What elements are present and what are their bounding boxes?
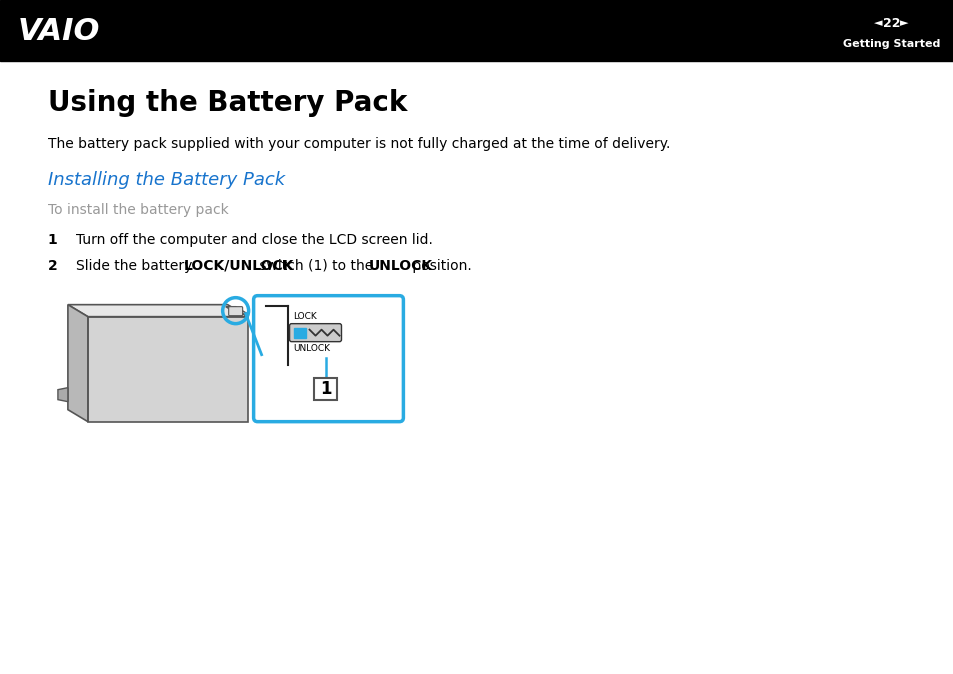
Text: VAIO: VAIO	[18, 17, 100, 46]
FancyBboxPatch shape	[290, 324, 341, 342]
Text: ►: ►	[900, 18, 908, 28]
Text: LOCK: LOCK	[294, 311, 317, 321]
Polygon shape	[58, 388, 68, 402]
Bar	[0, 0, 952, 61]
Text: 1: 1	[48, 233, 57, 247]
Text: position.: position.	[408, 259, 471, 273]
Text: Installing the Battery Pack: Installing the Battery Pack	[48, 171, 285, 189]
Bar	[314, 377, 337, 400]
Text: LOCK/UNLOCK: LOCK/UNLOCK	[184, 259, 294, 273]
Polygon shape	[68, 305, 88, 422]
Polygon shape	[294, 328, 305, 338]
Text: The battery pack supplied with your computer is not fully charged at the time of: The battery pack supplied with your comp…	[48, 137, 670, 151]
Polygon shape	[88, 317, 248, 422]
Text: switch (1) to the: switch (1) to the	[254, 259, 377, 273]
Text: 22: 22	[882, 17, 900, 30]
Text: ◄: ◄	[874, 18, 882, 28]
Text: Getting Started: Getting Started	[842, 38, 940, 49]
Text: To install the battery pack: To install the battery pack	[48, 203, 229, 216]
Text: Slide the battery: Slide the battery	[76, 259, 196, 273]
Text: 2: 2	[48, 259, 57, 273]
Polygon shape	[226, 307, 248, 314]
FancyBboxPatch shape	[229, 307, 242, 315]
Text: Using the Battery Pack: Using the Battery Pack	[48, 89, 407, 117]
Text: UNLOCK: UNLOCK	[369, 259, 433, 273]
FancyBboxPatch shape	[253, 296, 403, 422]
Polygon shape	[68, 305, 248, 317]
Text: 1: 1	[319, 379, 331, 398]
Text: UNLOCK: UNLOCK	[294, 344, 331, 353]
Text: Turn off the computer and close the LCD screen lid.: Turn off the computer and close the LCD …	[76, 233, 433, 247]
